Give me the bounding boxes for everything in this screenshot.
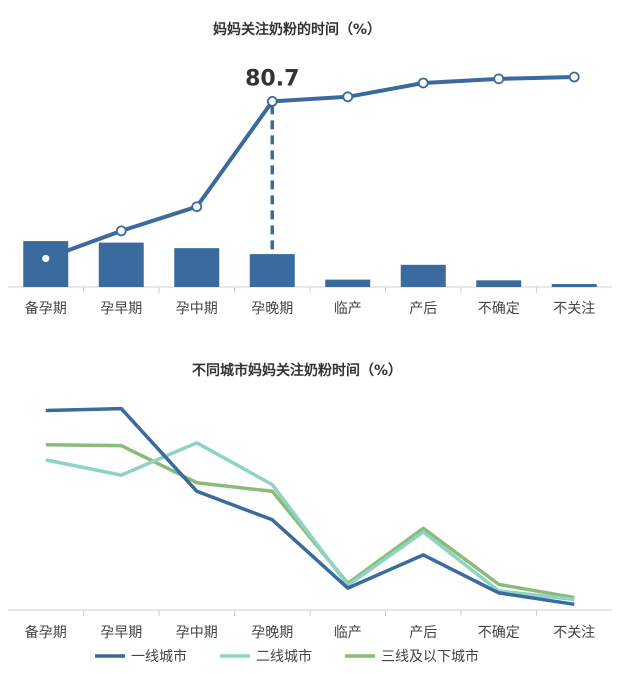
chart1-bar [400,264,446,287]
chart1-x-tick-label: 孕早期 [100,301,142,317]
chart1-line-point [266,95,278,107]
chart2-title: 不同城市妈妈关注奶粉时间（%） [192,362,402,379]
chart1-bar [249,254,295,287]
chart1-line-point [115,225,127,237]
chart1-x-tick-label: 不关注 [553,301,595,317]
chart1-bar [476,280,522,287]
chart2-x-tick-label: 孕早期 [100,625,142,641]
chart2-x-tick-label: 孕晚期 [251,625,293,641]
chart2-x-tick-label: 不确定 [478,625,520,641]
chart1-line-point [40,253,52,264]
chart1-x-tick-label: 不确定 [478,301,520,317]
chart1-line-point [342,91,354,103]
chart1-line-point [493,73,505,85]
chart1-bar [98,242,144,287]
chart1-x-tick-label: 临产 [334,301,362,317]
chart1-x-tick-label: 备孕期 [25,300,67,317]
chart2-x-tick-label: 孕中期 [176,625,218,641]
chart1-bar [325,279,371,287]
chart2-series-line [45,442,575,600]
chart1-annotation-label: 80.7 [245,66,299,91]
chart1-line-point [568,71,580,83]
chart1-x-tick-label: 产后 [409,301,437,317]
chart2-series-line [45,406,575,607]
chart2-x-tick-label: 产后 [409,625,437,641]
chart2-series-line [45,441,575,602]
chart2-x-tick-label: 备孕期 [25,624,67,641]
chart1-title: 妈妈关注奶粉的时间（%） [213,21,381,38]
chart1-line-point [191,201,203,213]
chart1-bar [551,284,597,287]
chart1-cumulative-line [45,75,575,261]
chart2-x-tick-label: 不关注 [553,625,595,641]
chart2-x-tick-label: 临产 [334,625,362,641]
chart1-x-tick-label: 孕中期 [176,301,218,317]
chart1-bar [23,241,69,287]
chart1-x-tick-label: 孕晚期 [251,301,293,317]
legend-label: 一线城市 [131,648,187,665]
legend-label: 三线及以下城市 [381,648,479,665]
chart1-line-point [417,77,429,89]
legend-label: 二线城市 [256,648,312,665]
chart1-bar [174,248,220,287]
